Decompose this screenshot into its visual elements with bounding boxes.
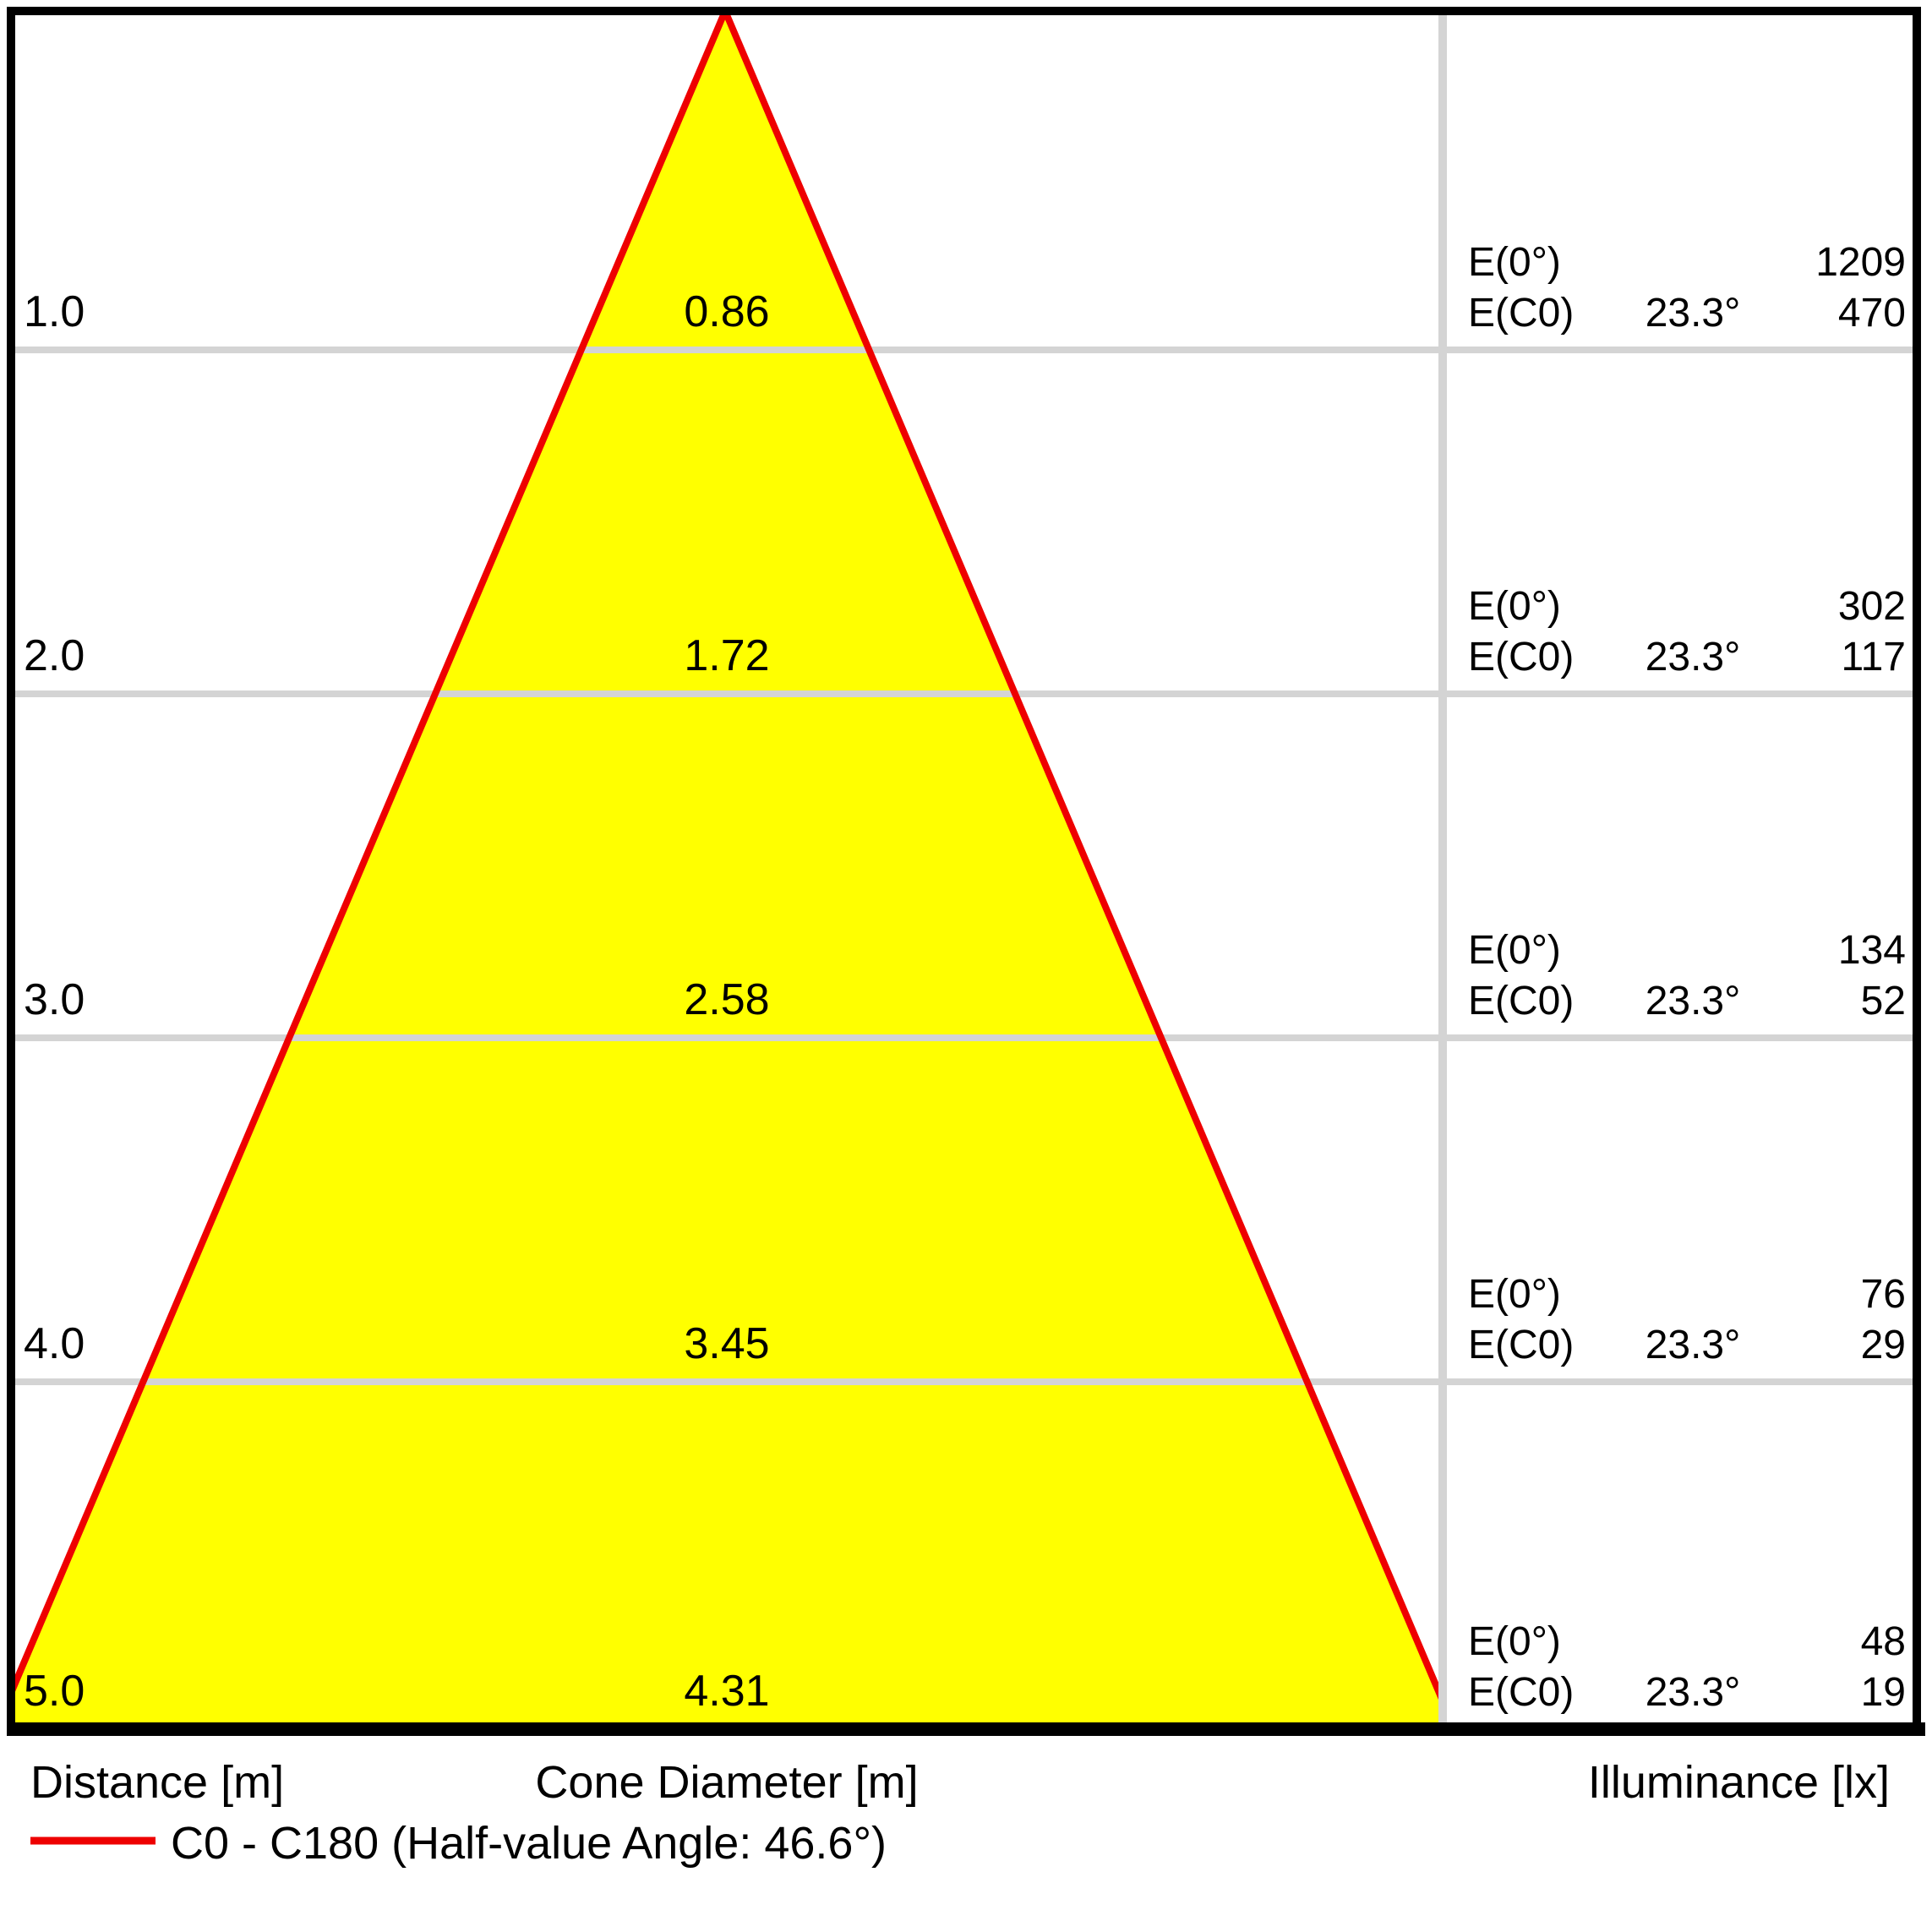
distance-label: 5.0 [24,1667,85,1716]
legend-label: C0 - C180 (Half-value Angle: 46.6°) [171,1818,887,1869]
ec0-label: E(C0) [1468,291,1575,336]
e0-label: E(0°) [1468,240,1561,285]
e0-value: 1209 [1815,240,1906,285]
distance-label: 2.0 [24,631,85,680]
cone-diameter-label: 1.72 [684,631,770,680]
ec0-angle: 23.3° [1645,979,1741,1023]
distance-axis-label: Distance [m] [30,1757,285,1808]
illuminance-axis-label: Illuminance [lx] [1587,1757,1890,1808]
ec0-value: 52 [1860,979,1906,1023]
ec0-label: E(C0) [1468,635,1575,679]
e0-value: 76 [1860,1272,1906,1317]
ec0-value: 117 [1841,635,1906,679]
ec0-value: 470 [1837,291,1906,336]
ec0-label: E(C0) [1468,979,1575,1023]
cone-diameter-label: 4.31 [684,1667,770,1716]
cone-diameter-label: 0.86 [684,287,770,336]
e0-value: 134 [1837,928,1906,973]
e0-value: 302 [1837,584,1906,629]
cone-diameter-label: 3.45 [684,1319,770,1368]
e0-label: E(0°) [1468,584,1561,629]
e0-label: E(0°) [1468,928,1561,973]
cone-diameter-label: 2.58 [684,975,770,1024]
ec0-value: 19 [1860,1670,1906,1715]
ec0-angle: 23.3° [1645,291,1741,336]
ec0-angle: 23.3° [1645,1670,1741,1715]
ec0-angle: 23.3° [1645,635,1741,679]
distance-label: 4.0 [24,1319,85,1368]
e0-label: E(0°) [1468,1619,1561,1664]
distance-label: 1.0 [24,287,85,336]
ec0-label: E(C0) [1468,1323,1575,1367]
cone-diameter-axis-label: Cone Diameter [m] [535,1757,919,1808]
ec0-value: 29 [1860,1323,1906,1367]
light-cone-fill [15,11,1438,1727]
distance-label: 3.0 [24,975,85,1024]
e0-value: 48 [1860,1619,1906,1664]
e0-label: E(0°) [1468,1272,1561,1317]
ec0-label: E(C0) [1468,1670,1575,1715]
ec0-angle: 23.3° [1645,1323,1741,1367]
